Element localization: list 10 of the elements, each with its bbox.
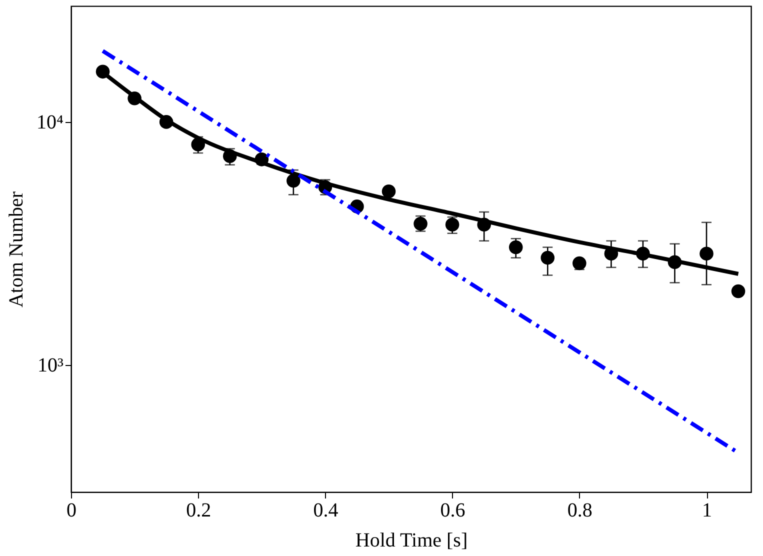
y-tick-label: 10³: [38, 354, 64, 376]
x-tick-label: 0.2: [186, 500, 212, 522]
x-axis-title: Hold Time [s]: [355, 530, 468, 552]
y-tick-label: 10⁴: [36, 111, 64, 134]
x-tick-label: 0.6: [440, 500, 466, 522]
x-tick-label: 0: [66, 500, 76, 522]
x-tick-label: 0.8: [567, 500, 592, 522]
x-tick-label: 1: [702, 500, 712, 522]
x-tick-label: 0.4: [313, 500, 338, 522]
y-axis-title: Atom Number: [6, 191, 28, 308]
